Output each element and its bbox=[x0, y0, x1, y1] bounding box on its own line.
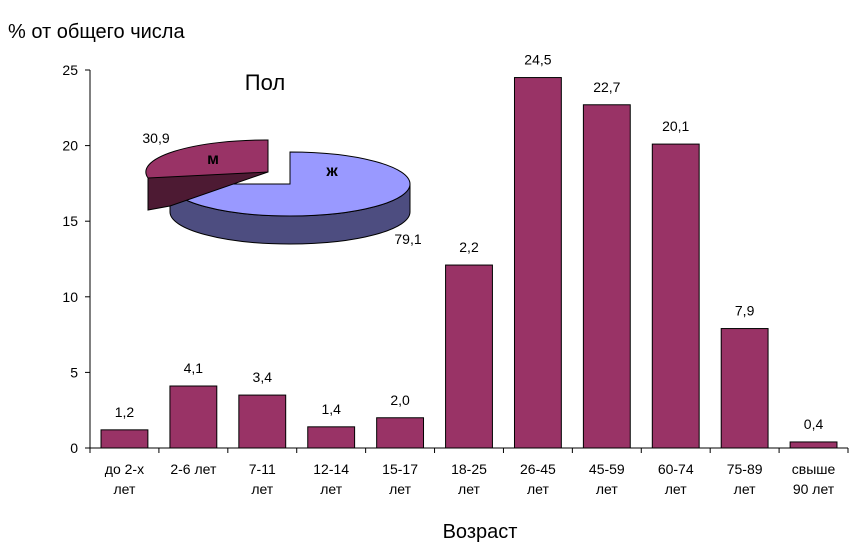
gender-pie-chart: Пол ж м 79,1 30,9 bbox=[142, 70, 421, 247]
y-tick-label: 25 bbox=[62, 62, 78, 78]
y-tick-label: 10 bbox=[62, 289, 78, 305]
x-tick-label: 90 лет bbox=[793, 481, 835, 497]
pie-slice-zh-name: ж bbox=[325, 163, 338, 180]
bar bbox=[513, 77, 562, 449]
x-tick-label: лет bbox=[596, 481, 618, 497]
x-tick-label: лет bbox=[458, 481, 480, 497]
bar bbox=[651, 143, 700, 449]
bar-data-label: 1,4 bbox=[321, 401, 341, 417]
bar bbox=[100, 429, 149, 449]
bar bbox=[169, 385, 218, 449]
x-tick-label: 26-45 bbox=[520, 461, 556, 477]
x-tick-label: до 2-х bbox=[105, 461, 144, 477]
pie-slice-zh bbox=[169, 151, 411, 217]
x-tick-label: лет bbox=[389, 481, 411, 497]
bar-data-label: 22,7 bbox=[593, 79, 620, 95]
y-tick-label: 20 bbox=[62, 138, 78, 154]
x-tick-label: лет bbox=[114, 481, 136, 497]
bar-data-label: 1,2 bbox=[115, 404, 135, 420]
bar-data-label: 7,9 bbox=[735, 303, 755, 319]
x-tick-label: 7-11 bbox=[249, 461, 276, 477]
x-tick-label: 2-6 лет bbox=[170, 461, 217, 477]
pie-label-m: 30,9 bbox=[142, 130, 169, 146]
y-tick-label: 15 bbox=[62, 213, 78, 229]
x-tick-label: свыше bbox=[792, 461, 836, 477]
y-axis-title: % от общего числа bbox=[8, 21, 185, 43]
pie-label-zh: 79,1 bbox=[394, 231, 421, 247]
bar-data-label: 20,1 bbox=[662, 118, 689, 134]
x-tick-label: лет bbox=[665, 481, 687, 497]
bar-data-label: 3,4 bbox=[253, 369, 273, 385]
bar bbox=[789, 441, 838, 449]
pie-title: Пол bbox=[245, 70, 285, 95]
x-tick-label: лет bbox=[320, 481, 342, 497]
bar-data-label: 2,0 bbox=[390, 392, 410, 408]
x-tick-label: лет bbox=[251, 481, 273, 497]
x-tick-label: 15-17 bbox=[382, 461, 418, 477]
bar-data-label: 4,1 bbox=[184, 360, 204, 376]
x-tick-label: 45-59 bbox=[589, 461, 625, 477]
bar-data-label: 0,4 bbox=[804, 416, 824, 432]
x-axis-title: Возраст bbox=[443, 521, 518, 543]
bar bbox=[376, 417, 425, 449]
pie-slice-m-name: м bbox=[207, 151, 219, 168]
x-tick-label: лет bbox=[527, 481, 549, 497]
bar bbox=[720, 328, 769, 449]
bar bbox=[238, 394, 287, 449]
x-tick-label: 60-74 bbox=[658, 461, 694, 477]
x-tick-label: лет bbox=[734, 481, 756, 497]
bar bbox=[307, 426, 356, 449]
bar bbox=[582, 104, 631, 449]
x-tick-label: 18-25 bbox=[451, 461, 487, 477]
x-tick-label: 75-89 bbox=[727, 461, 763, 477]
bar-data-label: 2,2 bbox=[459, 239, 479, 255]
y-tick-label: 5 bbox=[70, 364, 78, 380]
y-tick-label: 0 bbox=[70, 440, 78, 456]
pie-slice-m bbox=[145, 139, 269, 179]
bar-data-label: 24,5 bbox=[524, 52, 551, 68]
x-tick-label: 12-14 bbox=[313, 461, 349, 477]
bar bbox=[445, 264, 493, 449]
